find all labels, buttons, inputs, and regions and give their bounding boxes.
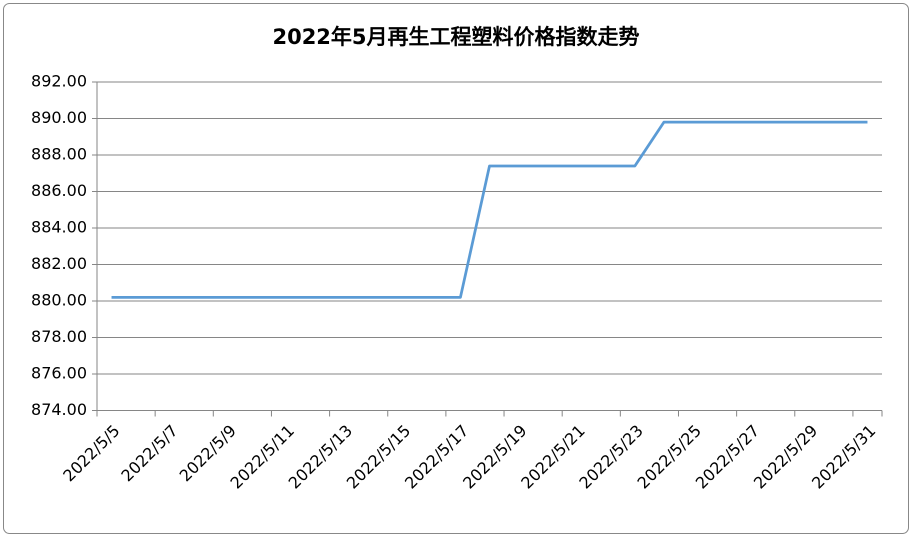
- y-tick-label: 888.00: [31, 145, 87, 164]
- y-tick-label: 878.00: [31, 327, 87, 346]
- y-tick-label: 882.00: [31, 254, 87, 273]
- y-tick-label: 876.00: [31, 364, 87, 383]
- y-tick-label: 880.00: [31, 291, 87, 310]
- y-tick-label: 890.00: [31, 108, 87, 127]
- data-line: [111, 120, 868, 299]
- y-tick-label: 892.00: [31, 72, 87, 91]
- chart-border: [3, 3, 909, 534]
- y-tick-label: 886.00: [31, 181, 87, 200]
- y-tick-label: 884.00: [31, 218, 87, 237]
- y-tick-label: 874.00: [31, 400, 87, 419]
- chart-title: 2022年5月再生工程塑料价格指数走势: [272, 25, 639, 49]
